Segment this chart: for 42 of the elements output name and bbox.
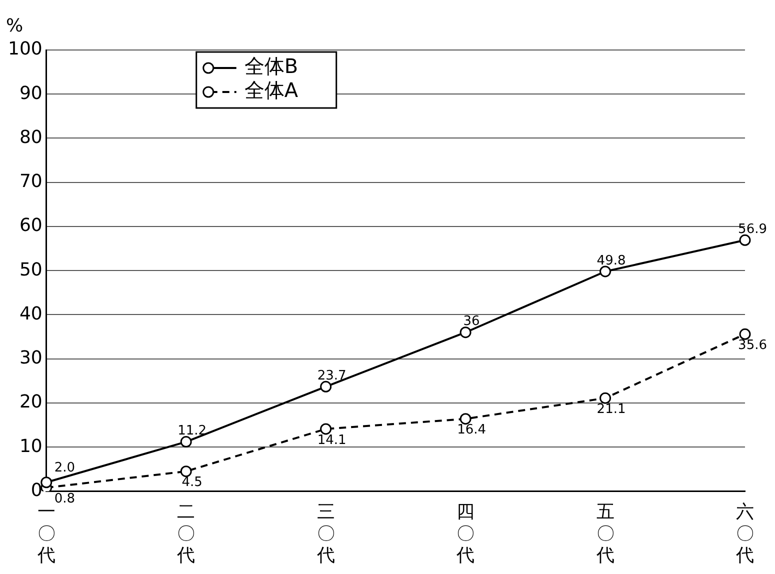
point xyxy=(320,380,332,392)
y-tick-label: 70 xyxy=(19,171,42,192)
point xyxy=(739,328,751,340)
y-tick-label: 90 xyxy=(19,82,42,104)
data-label: 36 xyxy=(463,314,480,330)
point xyxy=(180,466,192,478)
y-tick-label: 100 xyxy=(8,38,42,60)
data-label: 14.1 xyxy=(317,432,346,448)
x-tick-label: 六〇代 xyxy=(735,502,754,566)
legend-label: 全体A xyxy=(244,78,298,102)
y-tick-label: 80 xyxy=(19,126,42,148)
point xyxy=(600,392,612,404)
data-label: 35.6 xyxy=(738,338,767,354)
point xyxy=(460,326,472,338)
data-label: 11.2 xyxy=(178,424,207,439)
point xyxy=(40,476,52,488)
data-label: 21.1 xyxy=(596,402,626,417)
y-tick-label: 60 xyxy=(19,215,42,236)
x-tick-label: 三〇代 xyxy=(316,502,335,566)
x-tick-label: 四〇代 xyxy=(456,502,475,566)
y-tick-label: 0 xyxy=(30,480,42,501)
data-label: 0.8 xyxy=(54,492,76,507)
data-label: 2.0 xyxy=(54,460,76,476)
data-label: 56.9 xyxy=(738,222,767,238)
point xyxy=(180,436,192,448)
point xyxy=(739,234,751,246)
data-label: 16.4 xyxy=(457,422,486,438)
y-axis-title: % xyxy=(6,16,24,37)
y-tick-label: 20 xyxy=(19,392,42,413)
data-label: 49.8 xyxy=(596,253,626,268)
x-tick-label: 五〇代 xyxy=(595,502,614,566)
legend-label: 全体B xyxy=(244,54,298,78)
y-tick-label: 30 xyxy=(19,348,42,369)
y-tick-label: 50 xyxy=(19,259,42,280)
y-tick-label: 10 xyxy=(19,436,42,457)
point xyxy=(600,266,612,278)
y-tick-label: 40 xyxy=(19,303,42,324)
data-label: 4.5 xyxy=(182,475,202,490)
x-tick-label: 一〇代 xyxy=(36,502,56,566)
point xyxy=(320,423,332,435)
x-tick-label: 二〇代 xyxy=(176,502,196,566)
data-label: 23.7 xyxy=(317,368,346,384)
